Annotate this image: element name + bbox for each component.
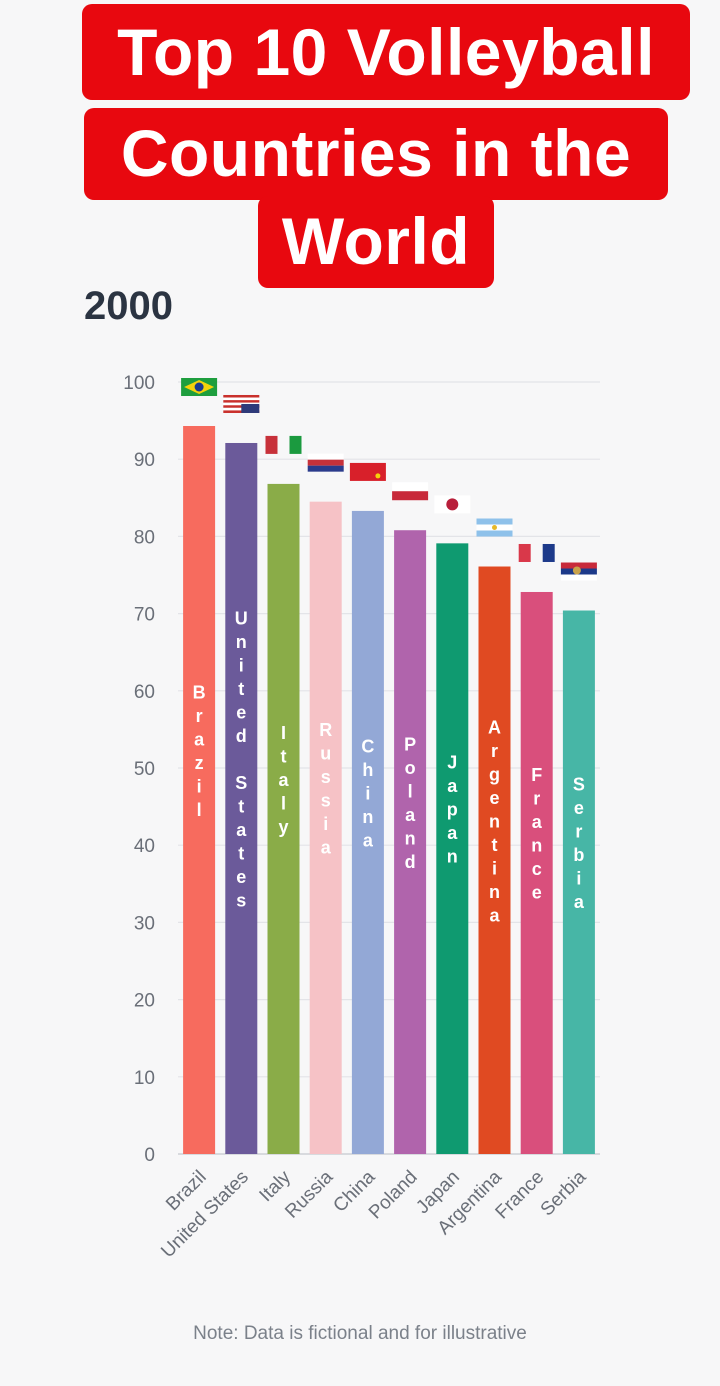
y-tick-label: 100 — [123, 373, 155, 394]
flags — [181, 378, 597, 581]
bars — [183, 426, 595, 1154]
brazil-flag-icon — [181, 378, 218, 397]
usa-flag-icon — [223, 394, 260, 413]
italy-flag-icon — [265, 435, 302, 454]
russia-flag-icon — [307, 453, 344, 472]
bar-italy — [267, 483, 300, 1154]
bar-serbia — [562, 610, 595, 1154]
bar-japan — [436, 543, 469, 1154]
y-axis-ticks: 0 10 20 30 40 50 60 70 80 90 100 — [123, 373, 155, 1166]
title-line-3: World — [258, 196, 494, 288]
bar-poland — [394, 530, 427, 1154]
bar-russia — [309, 501, 342, 1154]
y-tick-label: 10 — [134, 1068, 155, 1089]
x-tick-label: Serbia — [537, 1166, 591, 1220]
x-tick-label: France — [492, 1167, 549, 1224]
poland-flag-icon — [392, 482, 429, 501]
bar-china — [351, 510, 384, 1154]
y-tick-label: 60 — [134, 682, 155, 703]
china-flag-icon — [349, 462, 386, 481]
x-tick-label: Poland — [365, 1167, 422, 1224]
serbia-flag-icon — [560, 562, 597, 581]
y-tick-label: 30 — [134, 913, 155, 934]
footnote: Note: Data is fictional and for illustra… — [193, 1323, 527, 1344]
france-flag-icon — [518, 543, 555, 562]
title-line-1: Top 10 Volleyball — [82, 4, 690, 100]
x-tick-label: Russia — [281, 1166, 337, 1222]
bar-argentina — [478, 566, 511, 1154]
y-tick-label: 90 — [134, 450, 155, 471]
japan-flag-icon — [434, 495, 471, 514]
argentina-flag-icon — [476, 518, 513, 537]
y-tick-label: 50 — [134, 759, 155, 780]
year-label: 2000 — [84, 284, 173, 328]
y-tick-label: 20 — [134, 991, 155, 1012]
bar-brazil — [183, 426, 216, 1154]
y-tick-label: 0 — [144, 1145, 155, 1166]
y-tick-label: 70 — [134, 605, 155, 626]
bar-france — [520, 591, 553, 1154]
y-tick-label: 80 — [134, 527, 155, 548]
bar-united-states — [225, 442, 258, 1154]
y-tick-label: 40 — [134, 836, 155, 857]
title-line-2: Countries in the — [84, 108, 668, 200]
